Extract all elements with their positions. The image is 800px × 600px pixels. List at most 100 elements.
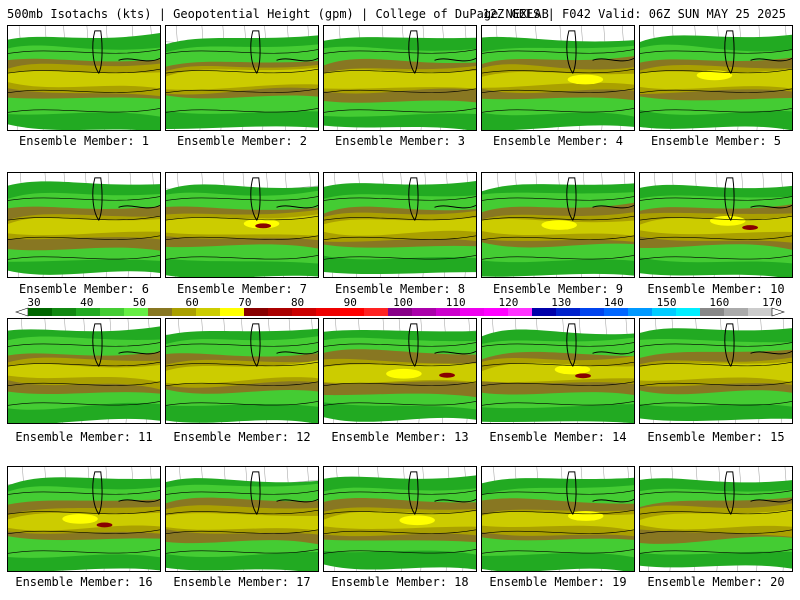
lake-erie-outline — [592, 350, 634, 355]
legend-tick-label: 40 — [80, 296, 94, 309]
ensemble-member-label: Ensemble Member: 11 — [15, 430, 153, 444]
legend-swatch — [196, 308, 221, 316]
jet-max-70kt — [386, 368, 422, 379]
lake-erie-outline — [276, 57, 318, 62]
lake-michigan-outline — [92, 471, 103, 516]
isotach-map — [166, 467, 318, 571]
ensemble-member-label: Ensemble Member: 2 — [176, 134, 308, 148]
legend-swatch — [220, 308, 245, 316]
legend-tick-label: 70 — [238, 296, 252, 309]
ensemble-panel — [481, 318, 635, 424]
lake-michigan-outline — [408, 30, 419, 75]
lake-michigan-outline — [250, 323, 261, 368]
ensemble-panel — [323, 466, 477, 572]
jet-max-80kt — [255, 223, 272, 229]
ensemble-member-label: Ensemble Member: 20 — [647, 575, 785, 589]
lake-erie-outline — [592, 204, 634, 209]
ensemble-member-label: Ensemble Member: 6 — [18, 282, 150, 296]
ensemble-panel — [7, 25, 161, 131]
lake-erie-outline — [592, 57, 634, 62]
legend-swatch — [364, 308, 389, 316]
ensemble-panel — [323, 25, 477, 131]
isotach-map — [324, 26, 476, 130]
legend-swatch — [76, 308, 101, 316]
lake-michigan-outline — [250, 177, 261, 222]
isotach-band — [324, 217, 476, 236]
ensemble-panel — [165, 25, 319, 131]
legend-swatch — [604, 308, 629, 316]
height-contours — [640, 342, 792, 406]
ensemble-member-label: Ensemble Member: 8 — [334, 282, 466, 296]
isotach-map — [166, 319, 318, 423]
isotach-map — [324, 173, 476, 277]
legend-swatch — [268, 308, 293, 316]
model-run-info: 12Z GEFS | F042 Valid: 06Z SUN MAY 25 20… — [482, 7, 786, 21]
lake-michigan-outline — [566, 30, 577, 75]
isotach-map — [166, 26, 318, 130]
ensemble-panel — [7, 172, 161, 278]
isotach-map — [640, 26, 792, 130]
legend-swatch — [388, 308, 413, 316]
ensemble-panel — [323, 172, 477, 278]
ensemble-member-label: Ensemble Member: 4 — [492, 134, 624, 148]
isotach-map — [640, 319, 792, 423]
height-contours — [482, 49, 634, 113]
lake-erie-outline — [118, 57, 160, 62]
lake-erie-outline — [750, 350, 792, 355]
isotach-map — [482, 26, 634, 130]
jet-max-70kt — [696, 70, 733, 81]
lake-michigan-outline — [408, 177, 419, 222]
legend-tick-label: 150 — [656, 296, 677, 309]
legend-swatch — [100, 308, 125, 316]
ensemble-member-label: Ensemble Member: 18 — [331, 575, 469, 589]
lake-erie-outline — [118, 350, 160, 355]
legend-swatch — [676, 308, 701, 316]
lake-erie-outline — [750, 57, 792, 62]
lake-erie-outline — [750, 498, 792, 503]
jet-max-80kt — [439, 372, 455, 378]
legend-swatch — [460, 308, 485, 316]
lake-erie-outline — [434, 350, 476, 355]
lake-michigan-outline — [724, 30, 735, 75]
lake-michigan-outline — [92, 30, 103, 75]
height-contours — [640, 49, 792, 113]
legend-left-arrow — [15, 307, 29, 317]
lake-michigan-outline — [724, 471, 735, 516]
legend-tick-label: 100 — [393, 296, 413, 309]
legend-tick-label: 170 — [762, 296, 782, 309]
lake-erie-outline — [592, 498, 634, 503]
ensemble-member-label: Ensemble Member: 19 — [489, 575, 627, 589]
jet-max-70kt — [554, 364, 591, 375]
legend-swatch — [580, 308, 605, 316]
legend-swatch — [556, 308, 581, 316]
legend-swatch — [172, 308, 197, 316]
isotach-map — [640, 467, 792, 571]
ensemble-member-label: Ensemble Member: 13 — [331, 430, 469, 444]
isotach-map — [8, 467, 160, 571]
jet-max-70kt — [709, 215, 746, 226]
lake-michigan-outline — [566, 323, 577, 368]
ensemble-member-label: Ensemble Member: 12 — [173, 430, 311, 444]
ensemble-panel — [639, 172, 793, 278]
jet-max-80kt — [96, 522, 113, 528]
isotach-map — [166, 173, 318, 277]
ensemble-panel — [481, 466, 635, 572]
ensemble-panel — [165, 172, 319, 278]
height-contours — [166, 196, 318, 260]
ensemble-member-label: Ensemble Member: 15 — [647, 430, 785, 444]
isotach-band — [324, 69, 476, 89]
ensemble-member-label: Ensemble Member: 16 — [15, 575, 153, 589]
ensemble-member-label: Ensemble Member: 9 — [492, 282, 624, 296]
lake-erie-outline — [118, 204, 160, 209]
lake-erie-outline — [276, 204, 318, 209]
ensemble-panel — [7, 466, 161, 572]
lake-michigan-outline — [408, 471, 419, 516]
legend-swatch — [340, 308, 365, 316]
height-contours — [8, 490, 160, 554]
legend-swatch — [532, 308, 557, 316]
legend-tick-label: 130 — [551, 296, 572, 309]
lake-michigan-outline — [566, 471, 577, 516]
ensemble-panel — [639, 466, 793, 572]
height-contours — [324, 490, 476, 554]
isotach-band — [166, 360, 318, 385]
